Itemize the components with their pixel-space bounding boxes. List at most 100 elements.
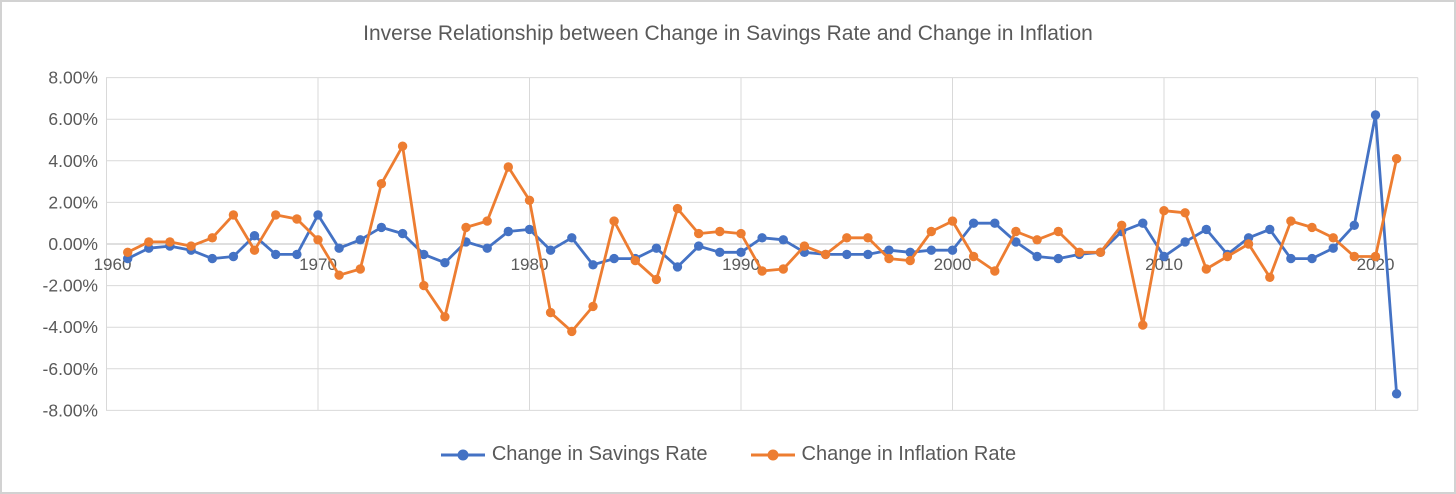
data-point-inflation-rate [778, 264, 788, 274]
data-point-inflation-rate [545, 307, 556, 318]
data-point-savings-rate [1391, 389, 1402, 399]
data-point-savings-rate [1032, 251, 1042, 262]
legend-label-savings-rate: Change in Savings Rate [491, 443, 708, 465]
data-point-inflation-rate [524, 195, 535, 205]
data-point-inflation-rate [144, 237, 154, 247]
data-point-inflation-rate [1032, 235, 1042, 245]
legend-dot [767, 449, 779, 460]
data-point-inflation-rate [1011, 226, 1021, 237]
data-point-savings-rate [503, 226, 513, 237]
data-point-inflation-rate [799, 241, 810, 251]
data-point-savings-rate [672, 262, 683, 272]
y-axis-tick-label: 6.00% [48, 109, 98, 129]
data-point-savings-rate [271, 249, 281, 260]
data-point-inflation-rate [440, 312, 450, 322]
data-point-inflation-rate [503, 162, 513, 172]
data-point-inflation-rate [630, 255, 640, 266]
data-point-savings-rate [1286, 253, 1296, 264]
data-point-inflation-rate [313, 235, 323, 245]
data-point-savings-rate [419, 249, 429, 260]
data-point-savings-rate [1201, 224, 1212, 235]
data-point-savings-rate [355, 235, 365, 245]
data-point-inflation-rate [207, 233, 217, 243]
data-point-inflation-rate [1307, 222, 1317, 233]
data-point-inflation-rate [461, 222, 471, 233]
data-point-inflation-rate [165, 237, 175, 247]
data-point-savings-rate [1328, 243, 1338, 253]
data-point-savings-rate [1159, 251, 1169, 262]
data-point-inflation-rate [820, 249, 831, 260]
data-point-inflation-rate [1053, 226, 1064, 237]
y-axis-tick-label: -8.00% [43, 400, 98, 420]
x-axis-tick-label: 2000 [934, 255, 972, 274]
data-point-inflation-rate [609, 216, 619, 226]
data-point-savings-rate [249, 231, 260, 241]
chart-legend: Change in Savings Rate Change in Inflatio… [2, 443, 1454, 466]
data-point-inflation-rate [1265, 272, 1275, 282]
y-axis-tick-label: -6.00% [43, 359, 98, 379]
y-axis-tick-label: 0.00% [48, 234, 98, 254]
data-point-savings-rate [1180, 237, 1190, 247]
data-point-inflation-rate [842, 233, 852, 243]
x-axis-tick-label: 1970 [299, 255, 337, 274]
data-point-inflation-rate [1243, 239, 1254, 249]
data-point-savings-rate [905, 247, 915, 257]
data-point-inflation-rate [1074, 247, 1085, 257]
data-point-savings-rate [524, 224, 535, 235]
chart-title: Inverse Relationship between Change in S… [363, 22, 1093, 45]
x-axis-tick-label: 1960 [94, 255, 132, 274]
data-point-savings-rate [1307, 253, 1317, 264]
data-point-savings-rate [609, 253, 619, 264]
data-point-inflation-rate [968, 251, 979, 262]
data-point-inflation-rate [990, 266, 1000, 276]
data-point-savings-rate [694, 241, 704, 251]
data-point-inflation-rate [1095, 247, 1106, 257]
data-point-inflation-rate [1370, 251, 1381, 262]
data-point-inflation-rate [1349, 251, 1360, 262]
data-point-savings-rate [397, 228, 408, 239]
data-point-inflation-rate [651, 274, 662, 285]
data-point-inflation-rate [588, 301, 598, 312]
legend-dot [457, 449, 469, 460]
data-point-inflation-rate [672, 203, 683, 214]
data-point-inflation-rate [736, 228, 746, 239]
data-point-inflation-rate [694, 228, 704, 239]
data-point-savings-rate [884, 245, 894, 255]
data-point-inflation-rate [334, 270, 344, 280]
data-point-savings-rate [926, 245, 936, 255]
legend-marker-savings-rate [440, 449, 485, 460]
data-point-inflation-rate [1117, 220, 1127, 230]
data-point-savings-rate [947, 245, 958, 255]
data-point-inflation-rate [397, 141, 408, 151]
data-point-inflation-rate [947, 216, 958, 226]
data-point-savings-rate [207, 253, 217, 264]
data-point-savings-rate [1349, 220, 1360, 230]
data-point-savings-rate [842, 249, 852, 260]
data-point-inflation-rate [863, 233, 873, 243]
data-point-inflation-rate [1328, 233, 1338, 243]
data-point-inflation-rate [271, 210, 281, 220]
data-point-inflation-rate [715, 226, 725, 237]
data-point-savings-rate [990, 218, 1000, 228]
data-point-savings-rate [757, 233, 767, 243]
data-point-inflation-rate [228, 210, 239, 220]
data-point-savings-rate [778, 235, 788, 245]
data-point-inflation-rate [1180, 208, 1190, 218]
legend-item-inflation-rate: Change in Inflation Rate [750, 443, 1016, 466]
data-point-inflation-rate [376, 179, 387, 189]
data-point-savings-rate [651, 243, 662, 253]
data-point-inflation-rate [1391, 154, 1402, 164]
data-point-savings-rate [588, 260, 598, 270]
data-point-savings-rate [334, 243, 344, 253]
data-point-inflation-rate [1201, 264, 1212, 274]
legend-item-savings-rate: Change in Savings Rate [440, 443, 708, 466]
x-axis-tick-label: 2020 [1357, 255, 1395, 274]
data-point-inflation-rate [249, 245, 260, 255]
data-point-savings-rate [228, 251, 239, 262]
data-point-inflation-rate [1222, 251, 1233, 262]
legend-marker-inflation-rate [750, 449, 795, 460]
data-point-inflation-rate [123, 247, 133, 257]
y-axis-tick-label: 8.00% [48, 68, 98, 88]
